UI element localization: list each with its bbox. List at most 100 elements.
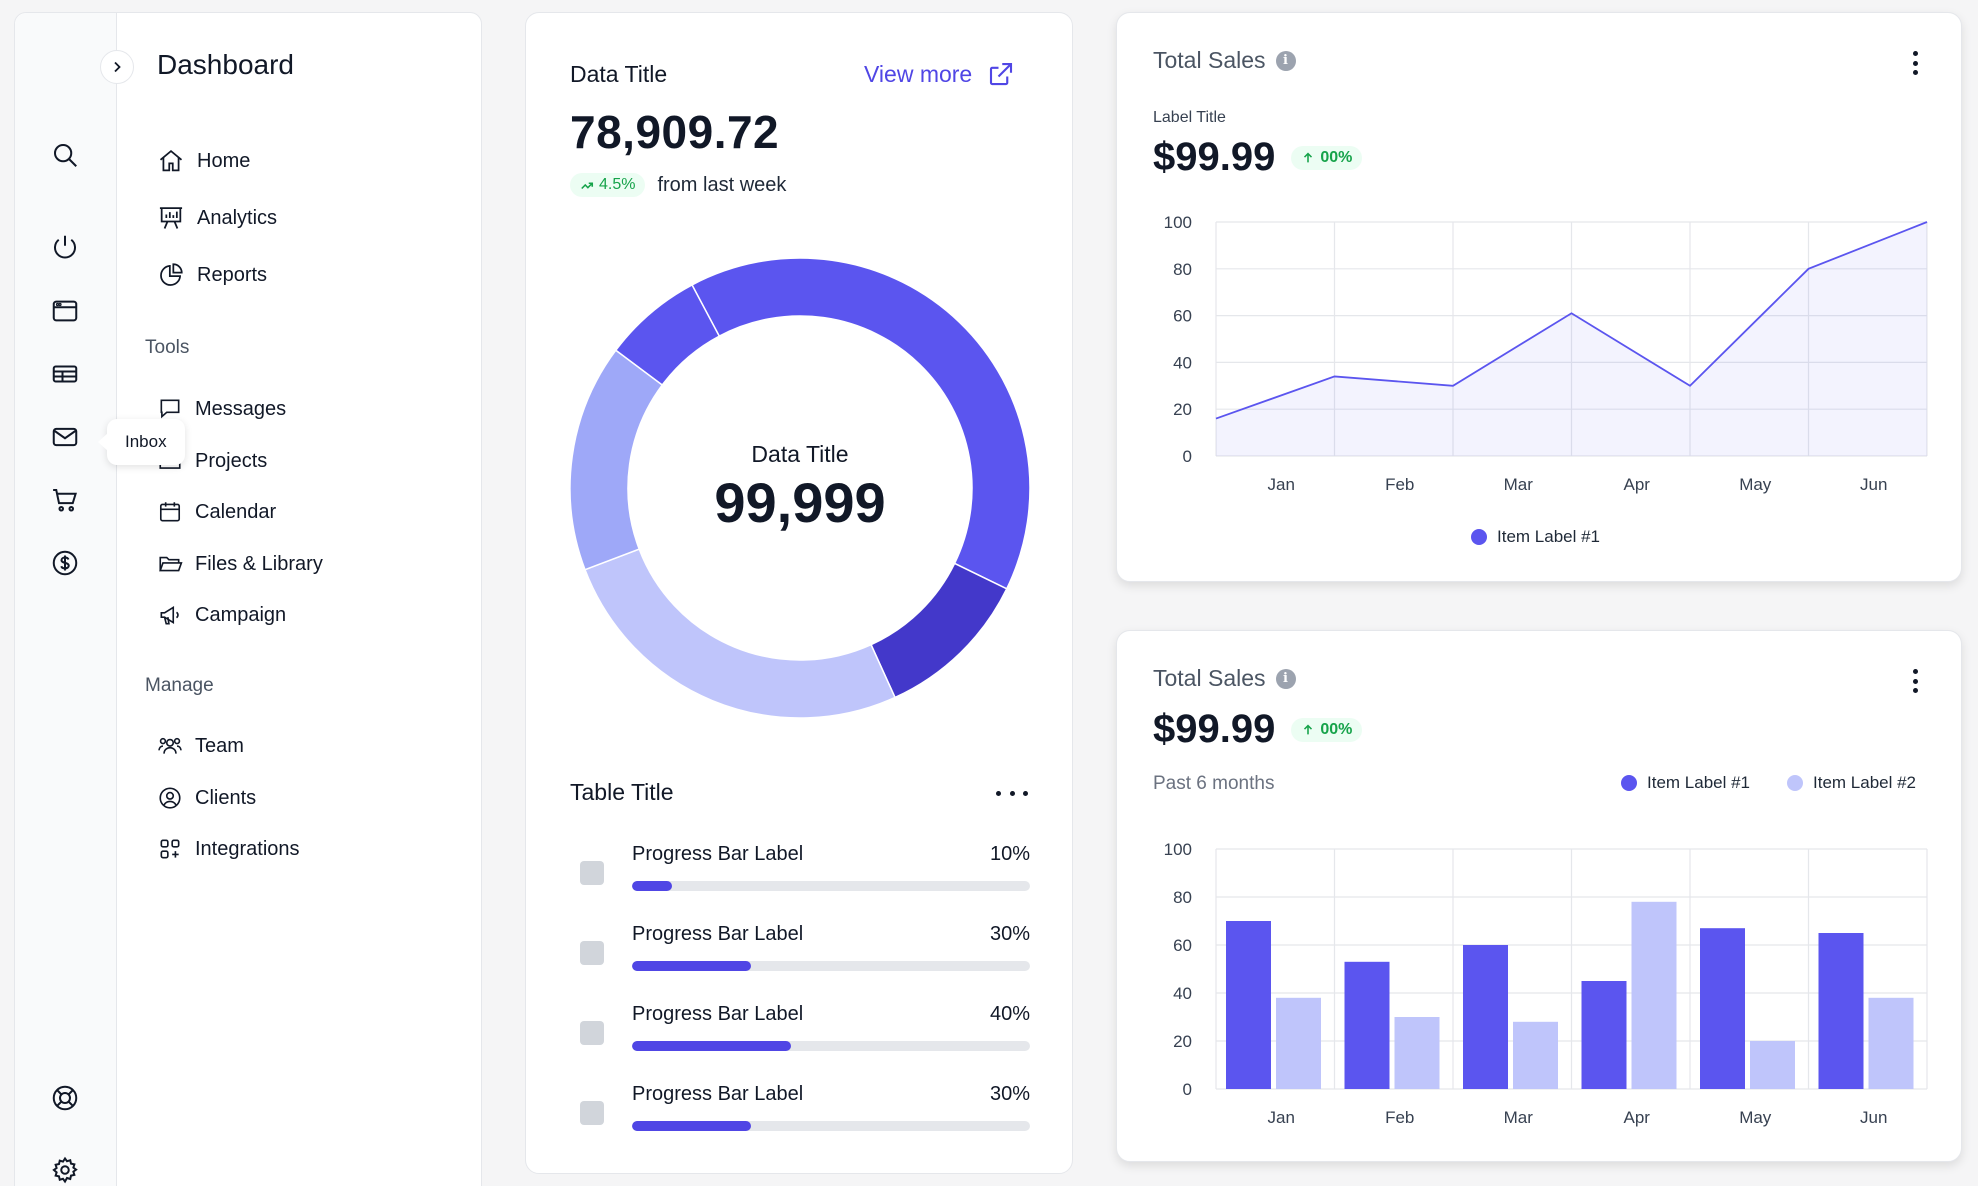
mail-icon[interactable] [49, 421, 81, 453]
browser-window-icon[interactable] [49, 295, 81, 327]
page-title: Dashboard [157, 49, 294, 80]
x-tick-label: Jun [1860, 475, 1887, 494]
x-tick-label: Mar [1504, 475, 1534, 494]
progress-label: Progress Bar Label [632, 1083, 804, 1105]
progress-percent: 30% [989, 1083, 1030, 1105]
dollar-circle-icon[interactable] [49, 547, 81, 579]
info-icon[interactable]: i [1275, 50, 1296, 71]
bar [1868, 997, 1914, 1089]
external-link-icon [990, 62, 1013, 86]
y-tick-label: 80 [1173, 888, 1192, 907]
progress-percent: 40% [989, 1003, 1030, 1025]
legend-dot [1787, 775, 1803, 791]
x-tick-label: Feb [1385, 1108, 1414, 1127]
row-checkbox[interactable] [580, 941, 604, 965]
donut-slice [614, 283, 721, 387]
table-menu-button[interactable] [996, 785, 1028, 801]
progress-fill [632, 961, 752, 971]
card-title-row: Total Sales i [1153, 47, 1296, 74]
legend-label: Item Label #1 [1497, 527, 1601, 546]
inbox-tooltip: Inbox [98, 419, 185, 465]
info-icon[interactable]: i [1275, 668, 1296, 689]
progress-fill [632, 881, 672, 891]
card-title: Total Sales [1153, 47, 1266, 73]
icon-rail [15, 13, 117, 1186]
progress-track [632, 961, 1030, 971]
x-tick-label: Apr [1624, 1108, 1651, 1127]
sidebar-item-campaign[interactable]: Campaign [157, 602, 286, 628]
row-checkbox[interactable] [580, 861, 604, 885]
chevron-right-icon [114, 61, 121, 73]
change-value: 00% [1320, 720, 1353, 738]
bar [1344, 961, 1390, 1089]
change-value: 00% [1320, 148, 1353, 166]
trend-badge: 4.5% [570, 173, 646, 197]
progress-track [632, 1121, 1030, 1131]
progress-row: Progress Bar Label 40% [580, 1003, 1030, 1053]
sidebar-item-label: Home [197, 149, 251, 172]
sidebar-item-home[interactable]: Home [157, 147, 250, 175]
sidebar-item-clients[interactable]: Clients [157, 785, 256, 811]
progress-row: Progress Bar Label 30% [580, 923, 1030, 973]
line-chart: 0 20 40 60 80 100 Jan Feb Mar Apr May Jun [1164, 213, 1928, 494]
search-icon[interactable] [49, 139, 81, 171]
total-sales-line-card: Total Sales i Label Title $99.99 00% 0 20… [1116, 12, 1962, 582]
shopping-cart-icon[interactable] [49, 484, 81, 516]
lifebuoy-icon[interactable] [49, 1082, 81, 1114]
card-title-row: Total Sales i [1153, 665, 1296, 692]
price-value: $99.99 [1153, 135, 1276, 179]
power-icon[interactable] [49, 231, 81, 263]
legend-label: Item Label #1 [1647, 773, 1751, 792]
sidebar-item-team[interactable]: Team [157, 733, 244, 759]
sidebar-item-calendar[interactable]: Calendar [157, 499, 276, 525]
presentation-chart-icon [159, 207, 183, 229]
y-tick-label: 80 [1173, 260, 1192, 279]
arrow-up-icon [1304, 724, 1313, 734]
area-fill [1216, 222, 1927, 456]
sidebar-item-label: Team [195, 734, 244, 757]
period-subtitle: Past 6 months [1153, 773, 1275, 794]
sidebar-item-files-library[interactable]: Files & Library [157, 551, 323, 577]
bar [1581, 981, 1627, 1089]
table-icon[interactable] [49, 358, 81, 390]
progress-label: Progress Bar Label [632, 923, 804, 945]
sidebar-item-reports[interactable]: Reports [157, 261, 267, 289]
y-tick-label: 20 [1173, 400, 1192, 419]
section-label-tools: Tools [145, 337, 190, 358]
x-tick-label: Apr [1624, 475, 1651, 494]
sidebar-toggle-button[interactable] [100, 50, 134, 84]
card-title: Data Title [570, 61, 668, 87]
view-more-link[interactable]: View more [864, 59, 1016, 89]
folder-open-icon [159, 556, 183, 572]
sidebar-item-label: Calendar [195, 500, 277, 523]
y-tick-label: 100 [1164, 840, 1192, 859]
card-menu-button[interactable] [1911, 51, 1919, 75]
x-tick-label: May [1739, 1108, 1772, 1127]
trend-up-icon [581, 182, 594, 190]
home-icon [159, 149, 183, 172]
y-tick-label: 40 [1173, 353, 1192, 372]
change-badge: 00% [1291, 717, 1363, 742]
row-checkbox[interactable] [580, 1021, 604, 1045]
sidebar-item-integrations[interactable]: Integrations [157, 836, 300, 862]
legend-dot [1471, 529, 1487, 545]
trend-percent: 4.5% [599, 176, 636, 193]
progress-percent: 10% [989, 843, 1030, 865]
card-menu-button[interactable] [1911, 669, 1919, 693]
gear-icon[interactable] [49, 1154, 81, 1186]
label-title: Label Title [1153, 109, 1226, 126]
progress-fill [632, 1121, 752, 1131]
row-checkbox[interactable] [580, 1101, 604, 1125]
bar [1394, 1017, 1440, 1089]
sidebar-item-label: Analytics [197, 206, 278, 229]
user-circle-icon [159, 787, 181, 809]
sidebar-item-messages[interactable]: Messages [157, 396, 286, 422]
price-row: $99.99 00% [1153, 135, 1363, 180]
progress-label: Progress Bar Label [632, 843, 804, 865]
legend-dot [1621, 775, 1637, 791]
summary-card: Data Title View more 78,909.72 4.5% from… [525, 12, 1073, 1174]
x-tick-label: Feb [1385, 475, 1414, 494]
progress-label: Progress Bar Label [632, 1003, 804, 1025]
x-tick-label: Jun [1860, 1108, 1887, 1127]
sidebar-item-analytics[interactable]: Analytics [157, 204, 277, 232]
